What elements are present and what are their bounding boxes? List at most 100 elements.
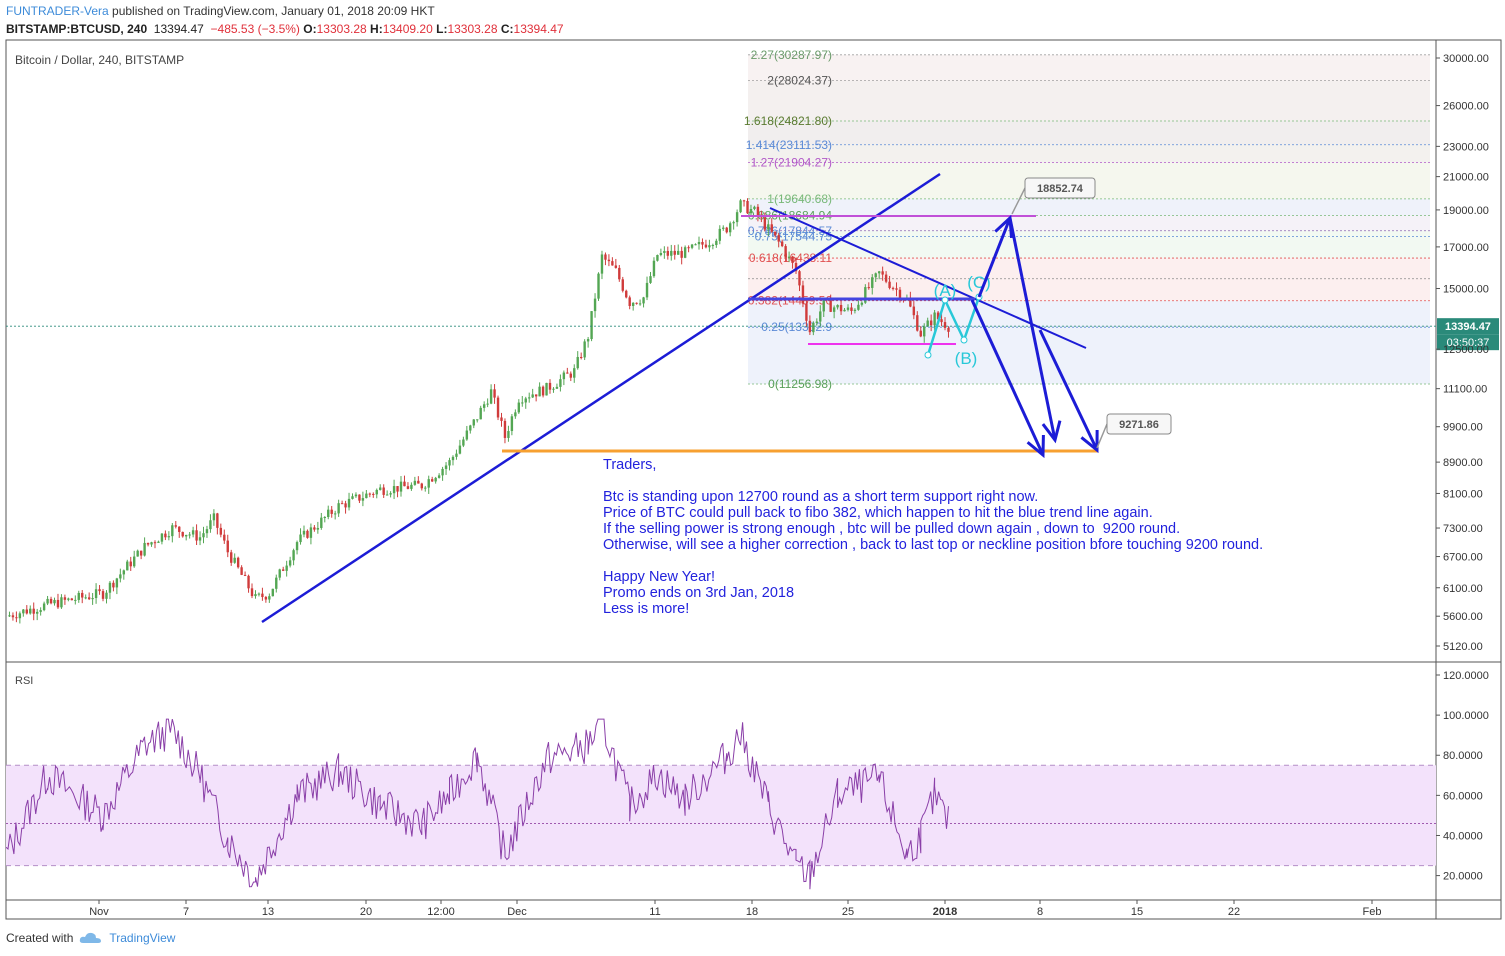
target-up-callout-pointer (1011, 187, 1026, 215)
candle-body (420, 483, 423, 489)
candle-body (555, 386, 559, 389)
candle-body (850, 307, 853, 311)
fib-label: 1(19640.68) (767, 192, 832, 206)
candle-body (306, 530, 309, 538)
candle-body (628, 297, 631, 306)
candle-body (181, 531, 184, 537)
fibonacci-retracement[interactable]: 0(11256.98) 0.25(13352.9 0.382(14459.56 0.6… (744, 48, 1430, 391)
candle-body (631, 302, 635, 306)
candle-body (143, 542, 146, 556)
chart-title: Bitcoin / Dollar, 240, BITSTAMP (15, 53, 184, 67)
candle-body (680, 250, 683, 258)
y-tick-label: 6700.00 (1443, 552, 1483, 564)
candle-body (871, 277, 874, 288)
open-value: 13303.28 (316, 22, 367, 36)
candle-body (389, 493, 392, 495)
candle-body (503, 420, 507, 438)
candle-body (337, 503, 340, 514)
candle-body (56, 599, 60, 608)
cloud-logo-icon (80, 932, 102, 943)
drawings-layer[interactable]: (A) (B) (C) 18852.74 9271.86 (261, 172, 1172, 624)
candle-body (198, 537, 202, 541)
candle-body (916, 315, 919, 331)
candle-body (573, 368, 576, 378)
candle-body (35, 611, 39, 614)
candle-body (247, 575, 250, 589)
tradingview-link[interactable]: TradingView (109, 931, 176, 945)
target-up-callout-box (1024, 177, 1096, 199)
candle-body (479, 407, 482, 420)
candle-body (178, 526, 181, 532)
candle-body (891, 287, 895, 289)
fib-zone (748, 230, 1430, 237)
candle-body (559, 379, 562, 387)
candle-body (888, 281, 891, 288)
candle-body (715, 240, 718, 245)
candle-body (63, 597, 67, 600)
author-link[interactable]: FUNTRADER-Vera (6, 4, 109, 18)
open-label: O: (303, 22, 317, 36)
publish-info: FUNTRADER-Vera published on TradingView.… (6, 4, 435, 18)
x-tick-label: 25 (842, 906, 854, 918)
candle-body (670, 250, 673, 256)
candle-body (528, 397, 531, 399)
x-tick-label: 15 (1131, 906, 1143, 918)
candle-body (171, 525, 174, 537)
candle-body (534, 394, 538, 397)
candle-body (146, 542, 150, 545)
candle-body (625, 290, 628, 298)
wave-point (941, 296, 949, 304)
candle-body (126, 561, 129, 571)
x-tick-label: Feb (1363, 906, 1382, 918)
candle-body (722, 227, 725, 229)
wave-label-c: (C) (967, 273, 991, 292)
candle-body (406, 486, 410, 489)
candle-body (358, 494, 361, 501)
candle-body (333, 513, 337, 515)
rsi-indicator (5, 718, 1436, 890)
candle-body (39, 610, 42, 612)
candle-body (67, 598, 70, 600)
close-label: C: (500, 22, 514, 36)
high-value: 13409.20 (382, 22, 433, 36)
fib-zone (748, 144, 1430, 163)
candle-body (867, 287, 870, 289)
y-tick-label: 11100.00 (1443, 384, 1487, 396)
y-tick-label: 5600.00 (1443, 611, 1483, 623)
candle-body (621, 279, 624, 291)
candle-body (11, 615, 15, 618)
candle-body (361, 498, 365, 501)
candle-body (649, 276, 652, 283)
candle-body (354, 494, 358, 497)
candle-body (791, 256, 794, 263)
candle-body (576, 356, 579, 369)
descending-trend-line (769, 207, 1087, 349)
candle-body (458, 445, 462, 454)
candle-body (87, 597, 91, 600)
candle-body (119, 574, 122, 579)
candle-body (659, 252, 663, 256)
candle-body (299, 534, 302, 543)
fib-zone (748, 80, 1430, 122)
fib-zone (748, 258, 1430, 279)
candle-body (129, 561, 132, 567)
wave-point (924, 351, 932, 359)
candle-body (645, 282, 649, 298)
candle-body (108, 582, 112, 593)
candle-body (32, 608, 35, 614)
candle-body (441, 468, 444, 476)
candle-body (219, 527, 223, 535)
fib-label: 1.27(21904.27) (751, 156, 832, 170)
candle-body (417, 480, 420, 484)
candle-body (70, 598, 74, 601)
candle-body (569, 373, 572, 378)
candle-body (701, 241, 704, 245)
candle-body (732, 222, 735, 224)
candle-body (538, 386, 541, 397)
arrow-down-right (1008, 217, 1057, 441)
candle-body (327, 509, 330, 518)
candle-body (74, 599, 77, 601)
candle-body (8, 615, 11, 617)
candle-body (898, 289, 902, 299)
